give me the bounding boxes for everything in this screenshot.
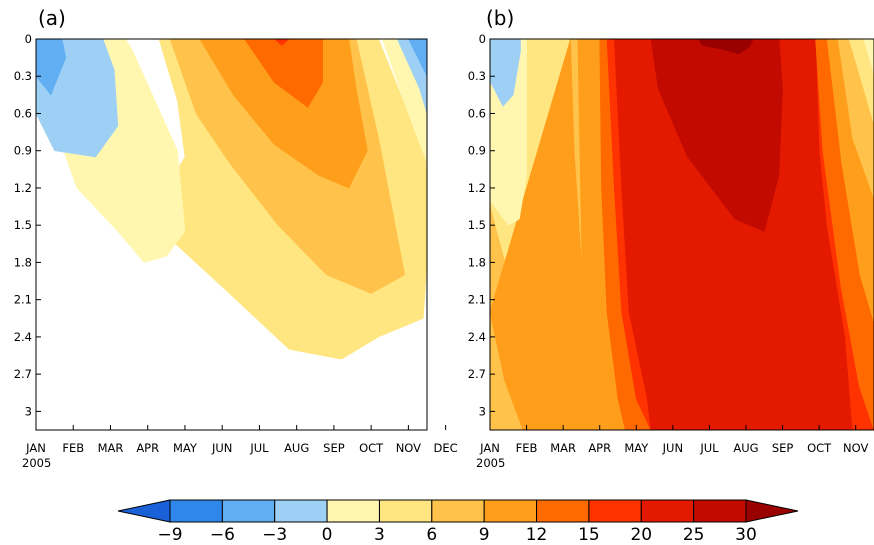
colorbar-tick-label: 9 — [479, 525, 490, 545]
colorbar-box — [693, 499, 747, 523]
panel-a-frame — [35, 38, 428, 431]
contour-band-20 — [613, 39, 853, 430]
contour-band--6 — [408, 39, 427, 77]
y-tick-label: 2.1 — [14, 293, 32, 307]
x-tick-label: SEP — [772, 441, 794, 455]
x-tick-label: SEP — [323, 441, 345, 455]
colorbar-box — [431, 499, 485, 523]
colorbar-tick-label: 6 — [426, 525, 437, 545]
colorbar-legend: −9 −6 −3 0 3 6 9 12 15 20 25 30 — [117, 499, 799, 545]
colorbar-tick-label: 15 — [578, 525, 600, 545]
x-tick-label: NOV — [396, 441, 421, 455]
x-tick-label: OCT — [359, 441, 384, 455]
y-tick-label: 0.9 — [468, 144, 486, 158]
x-tick-label: JAN — [25, 441, 46, 455]
y-tick-label: 3 — [25, 404, 32, 418]
panel-a-y-axis: 0 0.3 0.6 0.9 1.2 1.5 1.8 2.1 2.4 2.7 3 — [14, 32, 41, 418]
colorbar-box — [274, 499, 328, 523]
y-tick-label: 1.8 — [468, 255, 486, 269]
panel-a-year-label: 2005 — [22, 456, 51, 470]
colorbar-tick-label: 20 — [630, 525, 652, 545]
x-tick-label: APR — [588, 441, 611, 455]
contour-band-12 — [244, 39, 324, 108]
y-tick-label: 1.2 — [14, 181, 32, 195]
y-tick-label: 0.9 — [14, 144, 32, 158]
contour-band-12 — [815, 39, 874, 430]
panel-b-year-label: 2005 — [476, 456, 505, 470]
y-tick-label: 3 — [479, 404, 486, 418]
x-tick-label: OCT — [807, 441, 832, 455]
panel-a: (a) 0 0.3 0.6 0.9 1.2 1.5 1.8 2.1 2.4 2.7 3 JAN FEB… — [14, 6, 458, 470]
colorbar-tick-label: 30 — [735, 525, 757, 545]
y-tick-label: 2.7 — [468, 367, 486, 381]
contour-band-30 — [698, 39, 754, 55]
panel-a-x-axis: JAN FEB MAR APR MAY JUN JUL AUG SEP OCT NOV DEC — [25, 425, 458, 455]
colorbar-tick-label: 0 — [322, 525, 333, 545]
panel-a-label: (a) — [38, 6, 66, 30]
contour-band--6 — [36, 39, 67, 96]
colorbar-box — [169, 499, 223, 523]
contour-band-0 — [490, 39, 527, 226]
y-tick-label: 1.5 — [468, 218, 486, 232]
colorbar-box — [536, 499, 590, 523]
colorbar-box — [588, 499, 642, 523]
x-tick-label: NOV — [843, 441, 868, 455]
colorbar-tick-label: 3 — [374, 525, 385, 545]
x-tick-label: APR — [136, 441, 159, 455]
x-tick-label: MAY — [173, 441, 198, 455]
colorbar-tick-label: 12 — [526, 525, 548, 545]
x-tick-label: AUG — [284, 441, 309, 455]
y-tick-label: 0.3 — [14, 69, 32, 83]
contour-band-25 — [650, 39, 783, 232]
colorbar-max-arrow — [745, 499, 799, 523]
panel-b-label: (b) — [486, 6, 514, 30]
y-tick-label: 0.3 — [468, 69, 486, 83]
x-tick-label: FEB — [62, 441, 84, 455]
colorbar-tick-label: −9 — [157, 525, 182, 545]
x-tick-label: MAR — [550, 441, 576, 455]
y-tick-label: 1.5 — [14, 218, 32, 232]
y-tick-label: 1.8 — [14, 255, 32, 269]
x-tick-label: JUL — [249, 441, 269, 455]
panel-b: (b) 0 0.3 0.6 0.9 1.2 1.5 1.8 2.1 2.4 2.7 3 JAN FEB… — [468, 6, 874, 470]
y-tick-label: 0 — [25, 32, 32, 46]
contour-band-15 — [273, 39, 290, 46]
y-tick-label: 0.6 — [14, 106, 32, 120]
colorbar-tick-label: 25 — [683, 525, 705, 545]
panel-b-frame — [489, 38, 874, 431]
x-tick-label: MAR — [98, 441, 124, 455]
y-tick-label: 0 — [479, 32, 486, 46]
y-tick-label: 1.2 — [468, 181, 486, 195]
x-tick-label: AUG — [733, 441, 758, 455]
colorbar-tick-label: −3 — [262, 525, 287, 545]
panel-b-y-axis: 0 0.3 0.6 0.9 1.2 1.5 1.8 2.1 2.4 2.7 3 — [468, 32, 495, 418]
colorbar-box — [640, 499, 695, 523]
x-tick-label: FEB — [516, 441, 538, 455]
x-tick-label: JUL — [699, 441, 719, 455]
colorbar-box — [326, 499, 380, 523]
y-tick-label: 2.4 — [468, 330, 486, 344]
x-tick-label: JAN — [479, 441, 500, 455]
colorbar-box — [221, 499, 276, 523]
colorbar-box — [483, 499, 538, 523]
x-tick-label: JUN — [211, 441, 232, 455]
panel-b-contour-plot — [490, 39, 874, 430]
colorbar-tick-label: −6 — [210, 525, 235, 545]
colorbar-box — [378, 499, 433, 523]
colorbar-min-arrow — [117, 499, 171, 523]
panel-a-contour-plot — [36, 39, 427, 360]
y-tick-label: 2.7 — [14, 367, 32, 381]
contour-band-9 — [199, 39, 368, 189]
x-tick-label: DEC — [434, 441, 458, 455]
y-tick-label: 2.1 — [468, 293, 486, 307]
x-tick-label: JUN — [662, 441, 683, 455]
y-tick-label: 0.6 — [468, 106, 486, 120]
y-tick-label: 2.4 — [14, 330, 32, 344]
x-tick-label: MAY — [624, 441, 649, 455]
